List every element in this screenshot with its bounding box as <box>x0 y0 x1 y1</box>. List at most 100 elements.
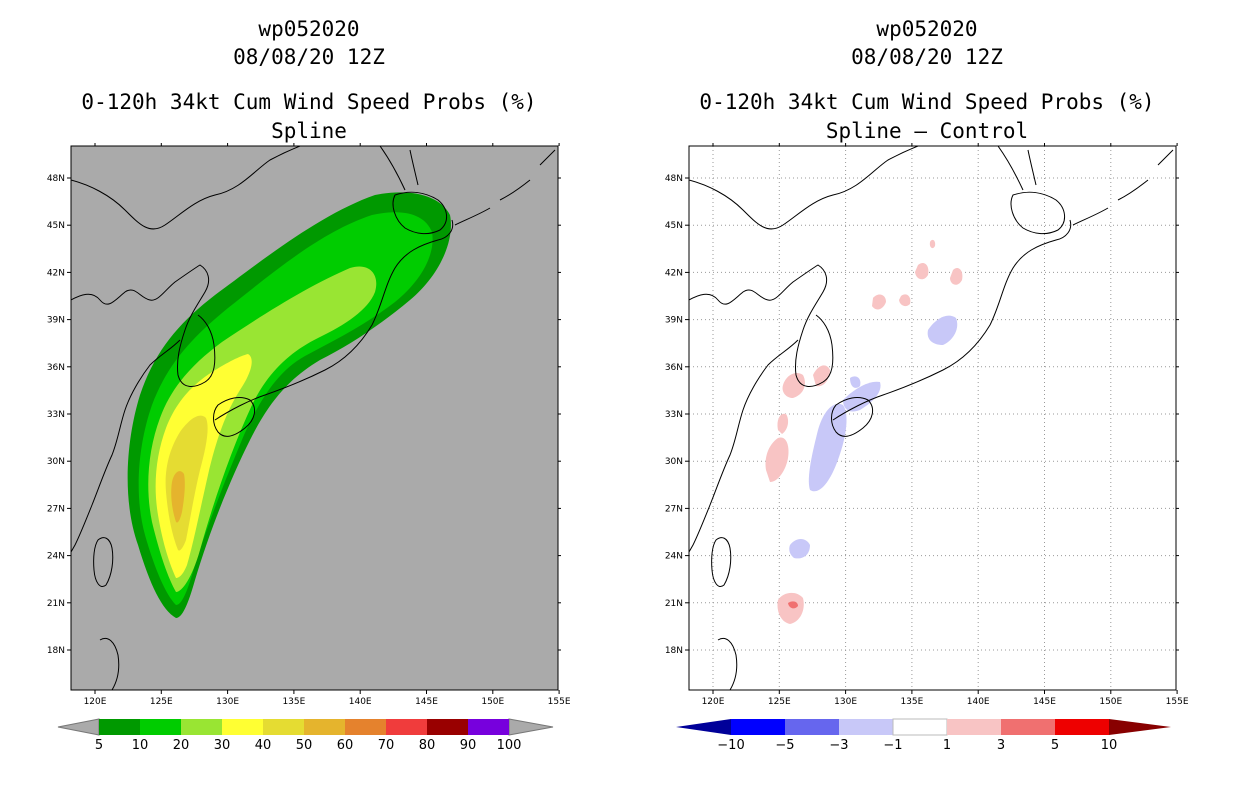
left-title-storm: wp052020 <box>258 17 360 41</box>
coast-hokkaido <box>1010 191 1065 235</box>
left-lon-label: 120E <box>84 697 107 707</box>
left-lat-label: 18N <box>47 646 65 656</box>
diff-pos-blob <box>899 294 911 307</box>
left-lat-label: 27N <box>47 504 65 514</box>
left-colorbar-swatch <box>304 719 345 735</box>
coast-sakhalin <box>997 146 1037 191</box>
left-colorbar-label: 10 <box>132 738 149 753</box>
right-lon-label: 135E <box>900 697 923 707</box>
right-lat-label: 36N <box>665 363 683 373</box>
coast-yellow-sea <box>71 339 181 553</box>
right-colorbar-swatch <box>892 718 948 736</box>
right-colorbar-label: 1 <box>943 738 951 753</box>
left-lat-label: 30N <box>47 457 65 467</box>
right-title-storm: wp052020 <box>876 17 978 41</box>
right-lon-label: 125E <box>768 697 791 707</box>
left-lat-label: 45N <box>47 221 65 231</box>
prob-50-band <box>171 471 185 523</box>
right-lon-label: 140E <box>967 697 990 707</box>
right-difference-blobs <box>765 239 963 624</box>
right-lat-label: 39N <box>665 316 683 326</box>
left-colorbar-swatch <box>427 719 468 735</box>
left-lat-label: 21N <box>47 599 65 609</box>
diff-pos-blob <box>915 263 929 280</box>
diff-neg-blob <box>927 315 958 345</box>
coast-mainland <box>689 146 919 230</box>
right-colorbar: −10 −5 −3 −1 1 3 5 10 <box>676 718 1171 753</box>
left-colorbar-label: 30 <box>214 738 231 753</box>
left-colorbar-label: 40 <box>255 738 272 753</box>
right-colorbar-swatch <box>947 719 1001 735</box>
right-lat-label: 42N <box>665 268 683 278</box>
right-colorbar-swatch <box>731 719 785 735</box>
right-colorbar-label: −3 <box>829 738 848 753</box>
right-lon-label: 155E <box>1166 697 1189 707</box>
diff-pos-blob <box>777 413 789 434</box>
left-title-subtitle: Spline <box>271 119 347 143</box>
left-lon-label: 130E <box>216 697 239 707</box>
right-lat-label: 18N <box>665 646 683 656</box>
left-lat-label: 48N <box>47 174 65 184</box>
left-colorbar-swatch <box>386 719 427 735</box>
diff-neg-blob <box>789 539 810 559</box>
diff-neg-blob <box>843 381 881 412</box>
right-map-frame <box>688 145 1177 691</box>
left-lat-label: 24N <box>47 552 65 562</box>
coast-philippines <box>99 637 120 690</box>
left-colorbar-label: 20 <box>173 738 190 753</box>
right-lon-label: 120E <box>702 697 725 707</box>
left-colorbar: 5 10 20 30 40 50 60 70 80 90 100 <box>57 718 554 753</box>
left-colorbar-label: 60 <box>337 738 354 753</box>
coast-kyushu <box>213 397 256 437</box>
right-lon-label: 130E <box>834 697 857 707</box>
coast-yellow-sea <box>689 339 799 553</box>
right-colorbar-swatch <box>1001 719 1055 735</box>
left-lon-label: 155E <box>548 697 571 707</box>
right-axes: 120E 125E 130E 135E 140E 145E 150E 155E 48N 45N 42… <box>665 143 1189 707</box>
coast-kuril <box>454 149 556 226</box>
right-colorbar-swatch <box>839 719 893 735</box>
left-colorbar-label: 80 <box>419 738 436 753</box>
left-colorbar-swatch <box>345 719 386 735</box>
left-title-product: 0-120h 34kt Cum Wind Speed Probs (%) <box>81 90 537 114</box>
right-lat-label: 30N <box>665 457 683 467</box>
right-colorbar-label: −10 <box>717 738 744 753</box>
right-lat-label: 45N <box>665 221 683 231</box>
right-colorbar-swatch <box>1055 719 1109 735</box>
coast-mainland <box>71 146 301 230</box>
coast-japan <box>214 219 454 421</box>
left-colorbar-swatch <box>99 719 140 735</box>
left-lat-label: 36N <box>47 363 65 373</box>
left-colorbar-label: 70 <box>378 738 395 753</box>
diff-pos-blob <box>950 268 963 285</box>
left-probability-swath <box>127 192 451 618</box>
diff-pos-blob <box>765 437 789 482</box>
left-axes: 120E 125E 130E 135E 140E 145E 150E 155E 48N 45N 42… <box>47 143 571 707</box>
left-lon-label: 125E <box>150 697 173 707</box>
right-lat-label: 48N <box>665 174 683 184</box>
left-colorbar-swatch <box>468 719 509 735</box>
right-colorbar-label: 5 <box>1051 738 1059 753</box>
right-colorbar-label: −5 <box>775 738 794 753</box>
left-lat-label: 42N <box>47 268 65 278</box>
diff-pos-blob <box>813 365 830 387</box>
right-lon-label: 145E <box>1033 697 1056 707</box>
right-colorbar-label: 3 <box>997 738 1005 753</box>
left-lon-label: 150E <box>481 697 504 707</box>
right-lon-label: 150E <box>1099 697 1122 707</box>
left-lon-label: 135E <box>282 697 305 707</box>
diff-pos-blob <box>782 373 805 398</box>
left-colorbar-swatch <box>222 719 263 735</box>
right-map-background <box>689 146 1176 690</box>
left-colorbar-swatch <box>140 719 181 735</box>
coast-kyushu <box>831 397 874 437</box>
left-colorbar-label: 100 <box>497 738 522 753</box>
coast-china-korea <box>689 264 834 387</box>
left-coastlines <box>71 146 556 690</box>
right-panel: wp052020 08/08/20 12Z 0-120h 34kt Cum Wi… <box>618 0 1236 800</box>
diff-pos-blob <box>872 294 886 310</box>
right-colorbar-low-end <box>676 719 731 735</box>
right-map-svg: 120E 125E 130E 135E 140E 145E 150E 155E 48N 45N 42… <box>665 143 1189 753</box>
left-colorbar-swatch <box>181 719 222 735</box>
right-colorbar-swatch <box>785 719 839 735</box>
